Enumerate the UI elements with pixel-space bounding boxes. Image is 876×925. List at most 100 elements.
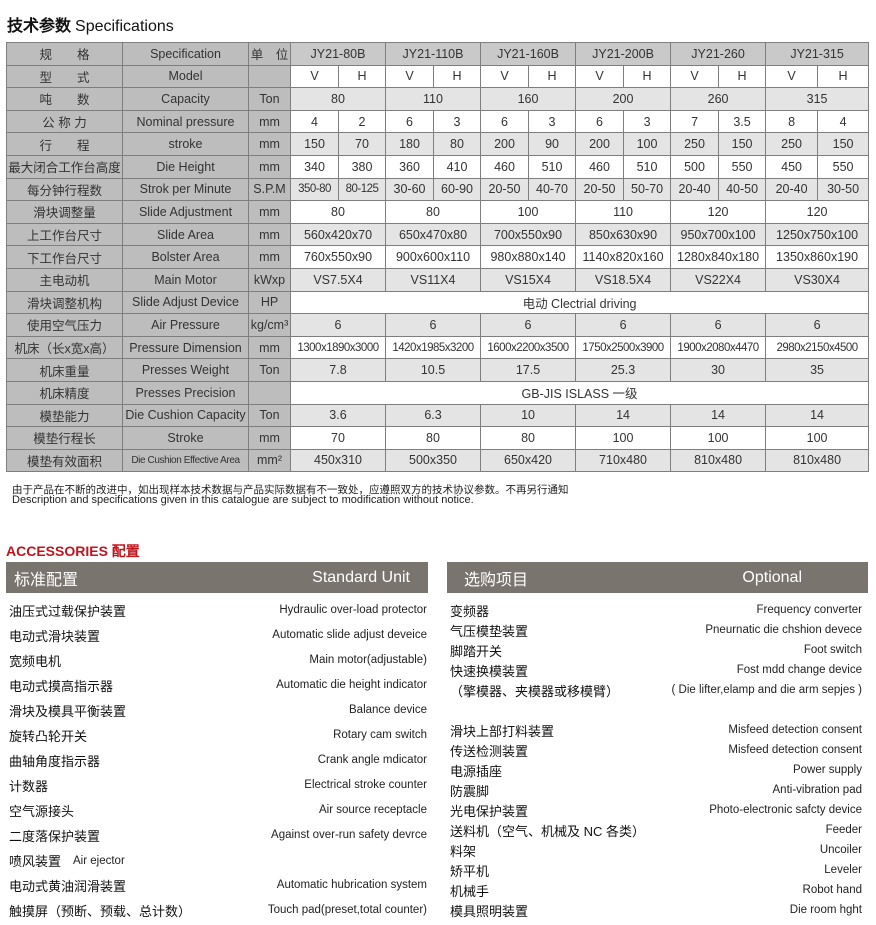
table-row: 机床重量 Presses Weight Ton 7.8 10.5 17.5 25.3 30 35 xyxy=(6,358,870,382)
table-cell: 17.5 xyxy=(480,358,577,382)
item-en: Automatic slide adjust deveice xyxy=(272,629,427,641)
table-cell: 25.3 xyxy=(575,358,672,382)
table-cell: 460 xyxy=(480,154,530,179)
table-cell: 80 xyxy=(384,200,482,224)
item-cn: 脚踏开关 xyxy=(450,643,503,659)
table-cell: 10 xyxy=(480,403,577,428)
list-item: 电动式黄油润滑装置 Automatic hubrication system xyxy=(9,875,427,895)
row-label-cn: 使用空气压力 xyxy=(6,313,123,337)
item-cn: 电源插座 xyxy=(450,763,503,779)
table-cell: 2980x2150x4500 xyxy=(765,335,870,360)
list-item: 宽频电机 Main motor(adjustable) xyxy=(9,650,427,670)
table-cell: 80 xyxy=(432,132,482,156)
item-cn: 电动式摸高指示器 xyxy=(9,678,114,694)
list-item: 电动式滑块装置 Automatic slide adjust deveice xyxy=(9,625,427,645)
table-cell: 6 xyxy=(480,313,577,337)
header-cn: 规 格 xyxy=(6,42,123,66)
row-label-en: Stroke xyxy=(122,426,249,450)
table-cell: 500 xyxy=(670,154,720,179)
table-cell: 6 xyxy=(480,109,530,134)
list-item: 触摸屏（预断、预载、总计数） Touch pad(preset,total cou… xyxy=(9,900,427,920)
optional-header-en: Optional xyxy=(742,568,802,586)
table-cell: 7.8 xyxy=(290,358,386,382)
table-cell: VS30X4 xyxy=(765,267,870,292)
list-item: 滑块上部打料装置 Misfeed detection consent xyxy=(450,720,862,740)
list-item: 电源插座 Power supply xyxy=(450,760,862,780)
row-label-en: Nominal pressure xyxy=(122,109,249,134)
row-unit xyxy=(248,64,291,89)
item-en: Touch pad(preset,total counter) xyxy=(267,904,427,916)
table-cell: H xyxy=(338,64,386,89)
table-cell: VS18.5X4 xyxy=(575,267,672,292)
item-cn: 电动式黄油润滑装置 xyxy=(9,878,127,894)
note-en: Description and specifications given in … xyxy=(12,494,474,506)
table-cell: 150 xyxy=(718,132,767,156)
table-cell: VS7.5X4 xyxy=(290,267,386,292)
table-cell: 100 xyxy=(480,200,577,224)
table-cell: 110 xyxy=(575,200,672,224)
table-cell: H xyxy=(718,64,767,89)
table-cell: V xyxy=(290,64,339,89)
table-cell: 410 xyxy=(432,154,482,179)
table-cell: 50-70 xyxy=(623,177,672,202)
table-cell: 30-60 xyxy=(385,177,434,202)
table-cell: 6 xyxy=(575,109,625,134)
optional-header-cn: 选购项目 xyxy=(464,571,529,589)
model-header: JY21-315 xyxy=(765,42,870,66)
row-label-en: Slide Adjust Device xyxy=(122,290,249,315)
item-en: Against over-run safety devrce xyxy=(271,829,427,841)
list-item: 油压式过载保护装置 Hydraulic over-load protector xyxy=(9,600,427,620)
list-item: 料架 Uncoiler xyxy=(450,840,862,860)
table-cell: VS11X4 xyxy=(384,267,482,292)
table-cell: 340 xyxy=(290,154,339,179)
row-label-en: Presses Precision xyxy=(122,380,249,405)
item-en: Crank angle mdicator xyxy=(317,754,427,766)
table-cell: 650x470x80 xyxy=(384,222,482,247)
item-en: Hydraulic over-load protector xyxy=(279,604,427,616)
table-row: 公 称 力 Nominal pressure mm 4 2 6 3 6 3 6 3 7 3.5 8 4 xyxy=(6,109,870,134)
row-unit: HP xyxy=(248,290,291,315)
list-item: 传送检测装置 Misfeed detection consent xyxy=(450,740,862,760)
standard-header: 标准配置 Standard Unit xyxy=(6,562,428,593)
table-cell: 500x350 xyxy=(384,448,482,473)
table-cell: 100 xyxy=(575,426,672,450)
table-cell: 20-40 xyxy=(670,177,720,202)
model-header: JY21-260 xyxy=(670,42,767,66)
item-en: Main motor(adjustable) xyxy=(309,654,427,666)
table-cell: 2 xyxy=(338,109,386,134)
row-unit: mm xyxy=(248,222,291,247)
table-cell: 3 xyxy=(528,109,577,134)
table-cell: H xyxy=(528,64,577,89)
table-cell: 3 xyxy=(623,109,672,134)
item-cn: 防震脚 xyxy=(450,783,490,799)
item-en: Photo-electronic safcty device xyxy=(709,804,862,816)
table-cell: 200 xyxy=(575,132,625,156)
table-cell: 35 xyxy=(765,358,870,382)
item-cn: 油压式过载保护装置 xyxy=(9,603,127,619)
row-label-cn: 最大闭合工作台高度 xyxy=(6,154,123,179)
table-row: 模垫有效面积 Die Cushion Effective Area mm² 450x3… xyxy=(6,448,870,473)
table-cell: 260 xyxy=(670,87,767,111)
table-cell: 810x480 xyxy=(670,448,767,473)
table-cell: 710x480 xyxy=(575,448,672,473)
list-item: 旋转凸轮开关 Rotary cam switch xyxy=(9,725,427,745)
row-label-en: stroke xyxy=(122,132,249,156)
table-cell: 7 xyxy=(670,109,720,134)
table-cell: 60-90 xyxy=(432,177,482,202)
row-label-cn: 型 式 xyxy=(6,64,123,89)
table-cell: VS15X4 xyxy=(480,267,577,292)
table-cell: 80 xyxy=(290,200,386,224)
table-cell: 3.5 xyxy=(718,109,767,134)
row-label-cn: 模垫能力 xyxy=(6,403,123,428)
item-en: Pneurnatic die chshion devece xyxy=(705,624,862,636)
item-cn: 宽频电机 xyxy=(9,653,62,669)
table-cell: 6 xyxy=(575,313,672,337)
table-cell: 1140x820x160 xyxy=(575,245,672,269)
row-unit: Ton xyxy=(248,358,291,382)
accessories-title: ACCESSORIES 配置 xyxy=(6,543,140,559)
list-item: 计数器 Electrical stroke counter xyxy=(9,775,427,795)
table-row: 机床精度 Presses Precision GB-JIS ISLASS 一级 xyxy=(6,380,870,405)
table-cell: 20-40 xyxy=(765,177,819,202)
item-en: Air source receptacle xyxy=(318,804,427,816)
table-cell: V xyxy=(385,64,434,89)
